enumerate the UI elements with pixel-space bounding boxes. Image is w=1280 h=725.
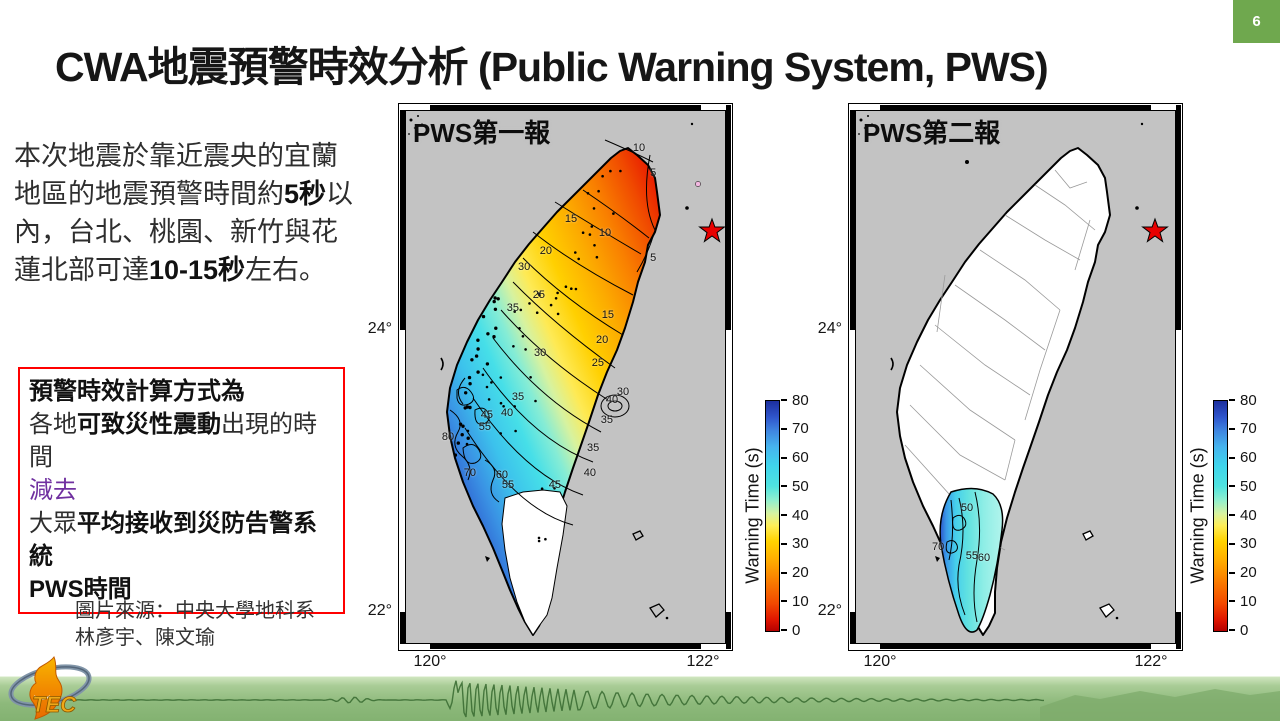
contour-lines xyxy=(449,139,656,526)
intro-text: 本次地震於靠近震央的宜蘭地區的地震預警時間約 xyxy=(14,141,338,209)
map-content xyxy=(858,115,1169,636)
colorbar-right xyxy=(1213,400,1228,632)
intro-bold-5s: 5秒 xyxy=(284,179,327,209)
epicenter-star-icon xyxy=(1141,217,1169,243)
taiwan-contour-map-svg xyxy=(398,103,733,651)
intro-text: 左右。 xyxy=(245,255,327,285)
offshore-islets xyxy=(858,115,1144,620)
logo-flame-icon xyxy=(29,655,63,720)
credit-line-source: 圖片來源：中央大學地科系 xyxy=(75,600,315,622)
slide-title: CWA地震預警時效分析 (Public Warning System, PWS) xyxy=(55,44,1049,91)
intro-paragraph: 本次地震於靠近震央的宜蘭地區的地震預警時間約5秒以內，台北、桃園、新竹與花蓮北部… xyxy=(14,137,356,289)
lat-tick-24-left: 24° xyxy=(367,320,392,337)
lon-tick-122-left: 122° xyxy=(686,653,720,670)
lat-tick-22-left: 22° xyxy=(367,602,392,619)
method-definition-box: 預警時效計算方式為 各地可致災性震動出現的時間 減去 大眾平均接收到災防告警系統… xyxy=(18,367,345,614)
credit-line-authors: 林彥宇、陳文瑜 xyxy=(75,627,215,649)
map-title-second-report: PWS第二報 xyxy=(863,118,1001,148)
taiwan-contour-map-svg xyxy=(848,103,1183,651)
warning-region-southwest xyxy=(939,487,1004,633)
lon-tick-120-right: 120° xyxy=(863,653,897,670)
colorbar-ticks-left: 80 70 60 50 40 30 20 10 0 xyxy=(781,392,827,639)
logo-text: TEC xyxy=(32,692,77,717)
map-frame xyxy=(398,103,733,651)
method-line-5: PWS時間 xyxy=(29,576,132,603)
colorbar-left xyxy=(765,400,780,632)
tec-logo: TEC xyxy=(4,655,112,720)
station-dots xyxy=(449,168,622,570)
colorbar-title-left: Warning Time (s) xyxy=(742,447,763,584)
intro-bold-10-15s: 10-15秒 xyxy=(149,255,246,285)
map-frame xyxy=(848,103,1183,651)
method-line-4: 大眾平均接收到災防告警系統 xyxy=(29,510,317,570)
footer-decoration xyxy=(57,680,1280,721)
logo-wave xyxy=(33,695,51,700)
aftershock-dot-pink xyxy=(695,181,701,187)
image-credit: 圖片來源：中央大學地科系 林彥宇、陳文瑜 xyxy=(75,598,315,652)
colorbar-ticks-right: 80 70 60 50 40 30 20 10 0 xyxy=(1229,392,1275,639)
lat-tick-22-right: 22° xyxy=(817,602,842,619)
intro-text: 以內，台北、桃園、新竹與花蓮北部可達 xyxy=(14,179,354,285)
colorbar-title-right: Warning Time (s) xyxy=(1187,447,1208,584)
footer-band xyxy=(0,676,1280,721)
method-line-2: 各地可致災性震動出現的時間 xyxy=(29,411,317,471)
method-line-3-minus: 減去 xyxy=(29,477,77,504)
map-pws-first-report: PWS第一報 10 5 15 10 5 20 30 25 35 15 20 25 30 30 40 35 35 4… xyxy=(398,103,733,651)
offshore-islets xyxy=(408,115,694,620)
no-data-region xyxy=(501,489,568,636)
map-title-first-report: PWS第一報 xyxy=(413,118,551,148)
contour-lines xyxy=(945,491,981,623)
method-line-1: 預警時效計算方式為 xyxy=(29,378,245,405)
lon-tick-120-left: 120° xyxy=(413,653,447,670)
map-pws-second-report: PWS第二報 50 55 60 70 xyxy=(848,103,1183,651)
page-number-badge: 6 xyxy=(1233,0,1280,43)
mountain-silhouette xyxy=(1040,689,1280,721)
seismogram-waveform xyxy=(57,680,1044,718)
lon-tick-122-right: 122° xyxy=(1134,653,1168,670)
lat-tick-24-right: 24° xyxy=(817,320,842,337)
map-content xyxy=(408,115,726,636)
epicenter-star-icon xyxy=(698,217,726,243)
